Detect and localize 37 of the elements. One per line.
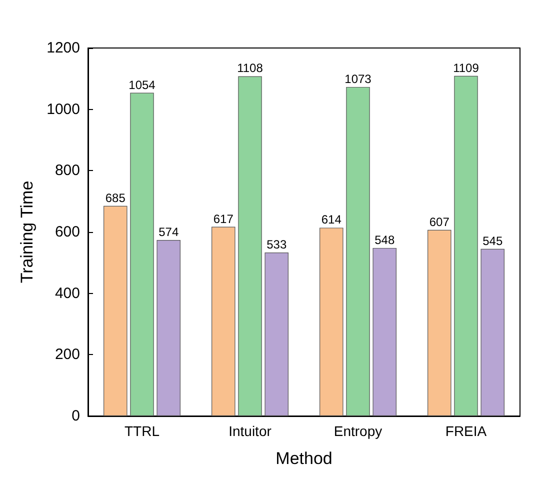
bar <box>428 230 452 416</box>
y-axis-title: Training Time <box>18 180 37 284</box>
data-label: 545 <box>482 234 503 248</box>
bar <box>104 206 128 416</box>
data-label: 614 <box>321 212 342 227</box>
data-label: 1109 <box>453 60 480 75</box>
x-tick-label: Intuitor <box>228 423 272 439</box>
x-tick-label: Entropy <box>334 423 382 439</box>
y-tick-label: 1200 <box>46 40 80 56</box>
y-tick-label: 1000 <box>46 100 80 118</box>
bar <box>264 252 288 416</box>
y-tick-label: 800 <box>54 162 80 180</box>
y-tick-label: 600 <box>54 224 80 240</box>
data-label: 548 <box>374 232 395 247</box>
bar <box>454 76 478 416</box>
data-label: 685 <box>105 190 126 205</box>
bar <box>156 240 180 416</box>
bar <box>346 86 370 416</box>
y-tick-label: 400 <box>54 284 80 302</box>
data-label: 1054 <box>128 78 156 92</box>
bar <box>212 226 236 416</box>
data-label: 1073 <box>344 72 372 86</box>
data-label: 574 <box>158 224 179 239</box>
bar <box>372 248 396 416</box>
bar <box>238 76 262 416</box>
bar <box>320 228 344 416</box>
x-axis-title: Method <box>276 449 332 468</box>
y-tick-label: 0 <box>72 408 80 424</box>
bar <box>480 248 504 416</box>
y-tick-label: 200 <box>54 346 80 364</box>
data-label: 607 <box>429 214 450 229</box>
x-tick-label: TTRL <box>124 423 160 439</box>
data-label: 617 <box>213 212 234 226</box>
x-tick-label: FREIA <box>445 423 488 439</box>
data-label: 1108 <box>237 61 264 76</box>
data-label: 533 <box>266 238 287 252</box>
bar <box>130 92 154 416</box>
